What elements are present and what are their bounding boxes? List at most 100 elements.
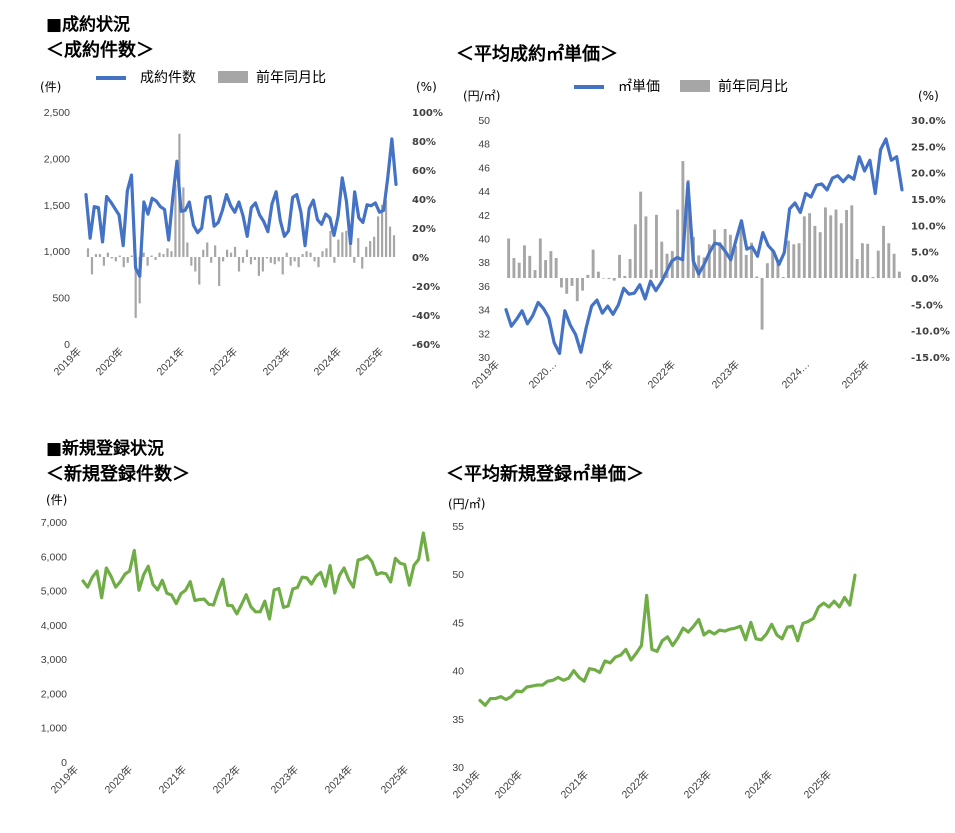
yoy-bar xyxy=(146,257,149,266)
yoy-bar xyxy=(126,257,129,263)
yoy-bar xyxy=(90,257,94,275)
legend-label: ㎡単価 xyxy=(618,79,660,95)
x-tick-label: 2023年 xyxy=(260,345,293,378)
y-tick-label: 48 xyxy=(478,139,490,151)
yoy-bar xyxy=(186,242,189,257)
y-tick-label: 5,000 xyxy=(41,586,67,598)
yoy-bar xyxy=(697,255,701,278)
y-tick-label: 2,000 xyxy=(41,688,67,700)
y2-tick-label: -40% xyxy=(412,311,440,322)
yoy-bar xyxy=(660,241,664,278)
yoy-bar xyxy=(792,244,796,278)
yoy-bar xyxy=(602,278,606,279)
yoy-bar xyxy=(106,252,109,257)
yoy-bar xyxy=(361,257,364,269)
y-tick-label: 38 xyxy=(478,257,490,269)
chart-title-new-listing-price: ＜平均新規登録㎡単価＞ xyxy=(446,464,644,485)
y2-tick-label: 0.0% xyxy=(911,274,939,285)
x-tick-label: 2021年 xyxy=(154,345,187,378)
yoy-bar xyxy=(377,216,380,257)
section-heading-new-listings: ■新規登録状況 xyxy=(46,439,165,459)
y2-tick-label: 60% xyxy=(412,166,436,177)
left-axis-unit: (件) xyxy=(40,80,61,94)
y2-tick-label: 40% xyxy=(412,195,436,206)
yoy-bar xyxy=(118,255,121,257)
x-tick-label: 2025年 xyxy=(353,345,386,378)
yoy-bar xyxy=(633,224,637,278)
yoy-bar xyxy=(265,257,268,259)
yoy-bar xyxy=(150,255,153,257)
yoy-bar xyxy=(744,254,748,278)
x-tick-label: 2020… xyxy=(527,359,559,391)
y2-tick-label: -10.0% xyxy=(911,327,950,338)
yoy-bar xyxy=(559,278,563,288)
yoy-bar xyxy=(345,230,348,257)
y-tick-label: 1,500 xyxy=(44,200,70,212)
yoy-bar xyxy=(591,249,595,278)
yoy-bar xyxy=(226,249,229,257)
y2-tick-label: 100% xyxy=(412,108,443,119)
yoy-bar xyxy=(317,257,320,268)
yoy-bar xyxy=(384,200,388,257)
yoy-bar xyxy=(293,257,296,262)
y-tick-label: 42 xyxy=(478,210,490,222)
yoy-bar xyxy=(839,223,843,278)
x-tick-label: 2025年 xyxy=(839,358,872,391)
legend-label: 前年同月比 xyxy=(256,69,326,86)
y-tick-label: 55 xyxy=(452,521,464,533)
y2-tick-label: 20% xyxy=(412,224,436,235)
yoy-bar xyxy=(206,242,209,257)
yoy-bar xyxy=(813,225,817,278)
yoy-bar xyxy=(533,270,537,278)
yoy-bar xyxy=(325,248,328,257)
yoy-bar xyxy=(261,257,264,272)
yoy-bar xyxy=(110,257,113,259)
yoy-bar xyxy=(818,232,822,278)
yoy-bar xyxy=(575,278,579,302)
y-tick-label: 2,500 xyxy=(44,107,70,119)
yoy-bar xyxy=(222,257,225,262)
yoy-bar xyxy=(253,257,257,260)
yoy-bar xyxy=(797,243,801,278)
right-axis-unit: (%) xyxy=(416,80,437,94)
yoy-bar xyxy=(681,161,685,278)
yoy-bar xyxy=(776,259,780,278)
yoy-bar xyxy=(734,245,738,278)
x-tick-label: 2025年 xyxy=(378,763,411,796)
yoy-bar xyxy=(781,276,785,278)
legend-bar-swatch xyxy=(680,80,710,92)
yoy-bar xyxy=(373,236,376,257)
x-tick-label: 2022年 xyxy=(645,358,678,391)
y-tick-label: 2,000 xyxy=(44,153,70,165)
x-tick-label: 2021年 xyxy=(583,358,616,391)
yoy-bar xyxy=(321,251,324,257)
y-tick-label: 6,000 xyxy=(41,551,67,563)
section-heading-contracts: ■成約状況 xyxy=(46,15,131,35)
y-tick-label: 44 xyxy=(478,186,490,198)
yoy-bar xyxy=(174,184,177,257)
yoy-bar xyxy=(829,215,833,278)
yoy-bar xyxy=(309,252,312,257)
yoy-bar xyxy=(750,242,753,278)
yoy-bar xyxy=(544,260,548,278)
yoy-bar xyxy=(528,255,532,278)
legend-line-swatch xyxy=(96,76,126,80)
yoy-bar xyxy=(739,224,743,278)
yoy-bar xyxy=(138,257,141,304)
y-tick-label: 30 xyxy=(452,762,464,774)
y-tick-label: 34 xyxy=(478,305,490,317)
x-tick-label: 2025年 xyxy=(801,768,834,801)
yoy-bar xyxy=(333,257,336,263)
yoy-bar xyxy=(565,278,569,294)
y2-tick-label: 10.0% xyxy=(911,221,946,232)
yoy-bar xyxy=(162,254,165,257)
x-tick-label: 2020年 xyxy=(102,763,135,796)
y-tick-label: 30 xyxy=(478,352,490,364)
x-tick-label: 2024… xyxy=(780,359,812,391)
yoy-bar xyxy=(882,225,885,278)
y2-tick-label: 80% xyxy=(412,137,436,148)
y2-tick-label: -60% xyxy=(412,340,440,351)
legend-label: 成約件数 xyxy=(140,70,196,86)
yoy-bar xyxy=(628,259,632,278)
